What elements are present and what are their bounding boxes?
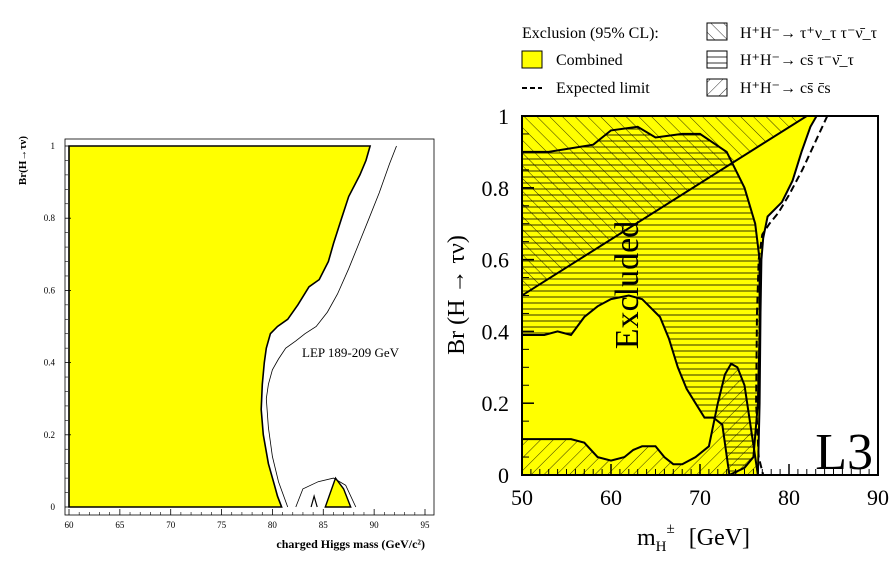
right-x-tick-label: 90 [867, 485, 889, 510]
left-x-tick-label: 85 [319, 520, 329, 530]
left-y-tick-label: 0.8 [44, 213, 56, 223]
legend-item-expected: Expected limit [522, 80, 650, 97]
right-x-tick-label: 50 [511, 485, 533, 510]
right-x-tick-label: 80 [778, 485, 800, 510]
left-thin-contour [295, 477, 357, 508]
right-chart: 50 60 70 80 90 0 0.2 0.4 0.6 0.8 1 Excluded L3 mH±… [444, 104, 889, 555]
legend-swatch-combined [521, 50, 543, 69]
right-x-tick-label: 70 [689, 485, 711, 510]
legend-label-expected: Expected limit [556, 80, 650, 97]
left-x-tick-label: 75 [217, 520, 227, 530]
right-y-tick-label: 0 [498, 463, 509, 488]
legend-label-combined: Combined [556, 52, 623, 69]
left-plot-area [68, 145, 397, 508]
left-axis-ticks: 60 65 70 75 80 85 90 95 0 0.2 0.4 0.6 0.8 1 [44, 141, 430, 530]
left-x-tick-label: 90 [370, 520, 380, 530]
right-y-tick-label: 0.2 [482, 391, 510, 416]
experiment-label: L3 [815, 424, 873, 481]
expected-limit-line [755, 116, 829, 475]
left-chart: 60 65 70 75 80 85 90 95 0 0.2 0.4 0.6 0.8 1 LEP 189-2… [17, 136, 435, 551]
left-y-tick-label: 1 [51, 141, 56, 151]
cs-cs-region [522, 362, 759, 475]
left-expected-limit-line [265, 145, 397, 508]
right-y-axis-title: Br (H → τν) [444, 235, 470, 355]
left-x-tick-label: 95 [421, 520, 431, 530]
legend-swatch-cs-tau [706, 50, 728, 69]
legend-item-cs-cs: H⁺H⁻→ cs̄ c̄s [706, 78, 831, 97]
left-y-tick-label: 0.2 [44, 430, 55, 440]
right-y-tick-label: 0.6 [482, 248, 510, 273]
right-y-tick-label: 0.4 [482, 319, 510, 344]
left-y-tick-label: 0.6 [44, 285, 56, 295]
legend-swatch-tau-tau [706, 22, 728, 41]
legend-title: Exclusion (95% CL): [522, 25, 659, 42]
right-axis-ticks: 50 60 70 80 90 0 0.2 0.4 0.6 0.8 1 [482, 104, 890, 510]
legend-swatch-cs-cs [706, 78, 728, 97]
left-x-tick-label: 80 [268, 520, 278, 530]
legend-label-tau-tau: H⁺H⁻→ τ⁺ν_τ τ⁻ν̄_τ [740, 25, 878, 42]
left-tiny-peak [310, 493, 318, 508]
legend-label-cs-cs: H⁺H⁻→ cs̄ c̄s [740, 80, 831, 97]
left-x-tick-label: 65 [115, 520, 125, 530]
legend-label-cs-tau: H⁺H⁻→ cs̄ τ⁻ν̄_τ [740, 52, 854, 69]
right-y-tick-label: 1 [498, 104, 509, 129]
left-y-axis-title: Br(H→τν) [17, 136, 29, 185]
left-plot-frame [64, 138, 435, 516]
right-x-axis-title: mH± [GeV] [637, 521, 750, 555]
legend-item-cs-tau: H⁺H⁻→ cs̄ τ⁻ν̄_τ [706, 50, 854, 69]
legend-item-tau-tau: H⁺H⁻→ τ⁺ν_τ τ⁻ν̄_τ [706, 22, 878, 42]
right-y-tick-label: 0.8 [482, 176, 510, 201]
legend: Exclusion (95% CL): Combined Expected li… [521, 22, 878, 97]
left-annotation: LEP 189-209 GeV [302, 345, 400, 360]
left-x-axis-title: charged Higgs mass (GeV/c²) [276, 537, 425, 551]
legend-item-combined: Combined [521, 50, 623, 69]
left-excluded-region [68, 145, 372, 508]
combined-region-outline [522, 116, 818, 475]
excluded-annotation: Excluded [609, 221, 646, 349]
left-y-tick-label: 0 [51, 502, 56, 512]
left-small-island [324, 476, 352, 508]
right-x-tick-label: 60 [600, 485, 622, 510]
left-x-tick-label: 60 [65, 520, 75, 530]
left-y-tick-label: 0.4 [44, 358, 56, 368]
right-plot-area [522, 116, 829, 475]
left-x-tick-label: 70 [166, 520, 176, 530]
